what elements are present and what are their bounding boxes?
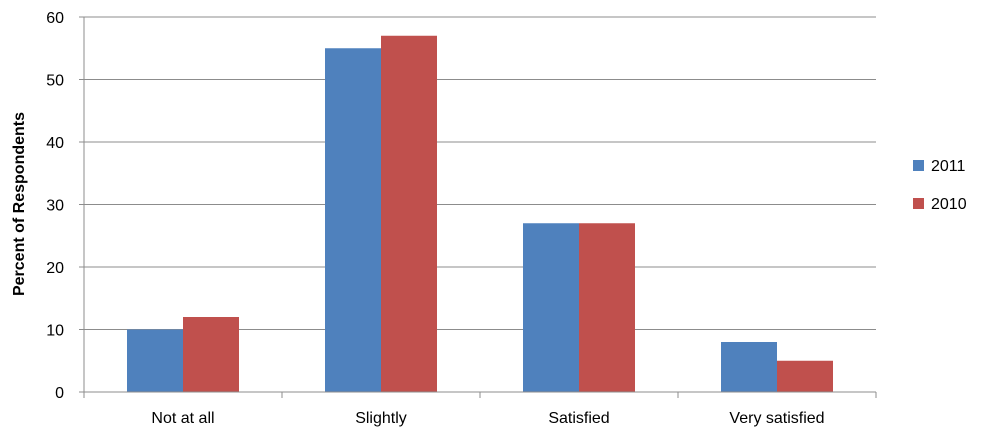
y-tick-label: 20: [46, 260, 64, 277]
bars: [127, 35, 833, 392]
bar-2011-3: [721, 342, 777, 392]
y-tick-label: 50: [46, 73, 64, 90]
y-tick-label: 10: [46, 323, 64, 340]
bar-2010-2: [579, 223, 635, 392]
x-category-label: Very satisfied: [729, 410, 824, 427]
x-category-label: Satisfied: [548, 410, 609, 427]
x-category-label: Not at all: [151, 410, 214, 427]
axes: [79, 16, 877, 398]
legend-label: 2010: [931, 196, 967, 213]
legend-swatch-2010: [913, 198, 924, 209]
bar-2011-0: [127, 329, 183, 392]
bar-2011-2: [523, 223, 579, 392]
bar-2011-1: [325, 48, 381, 392]
legend-swatch-2011: [913, 160, 924, 171]
labels: Percent of Respondents 0 10 20 30 40 50 60 Not …: [11, 10, 825, 427]
y-tick-label: 60: [46, 10, 64, 27]
bar-2010-0: [183, 317, 239, 392]
y-tick-label: 30: [46, 198, 64, 215]
legend-label: 2011: [931, 158, 966, 175]
x-category-label: Slightly: [355, 410, 407, 427]
gridlines: [84, 16, 876, 330]
y-tick-label: 0: [55, 385, 64, 402]
legend: 2011 2010: [913, 158, 967, 213]
bar-2010-3: [777, 360, 833, 392]
bar-2010-1: [381, 35, 437, 392]
y-tick-label: 40: [46, 135, 64, 152]
y-axis-label: Percent of Respondents: [11, 112, 28, 296]
